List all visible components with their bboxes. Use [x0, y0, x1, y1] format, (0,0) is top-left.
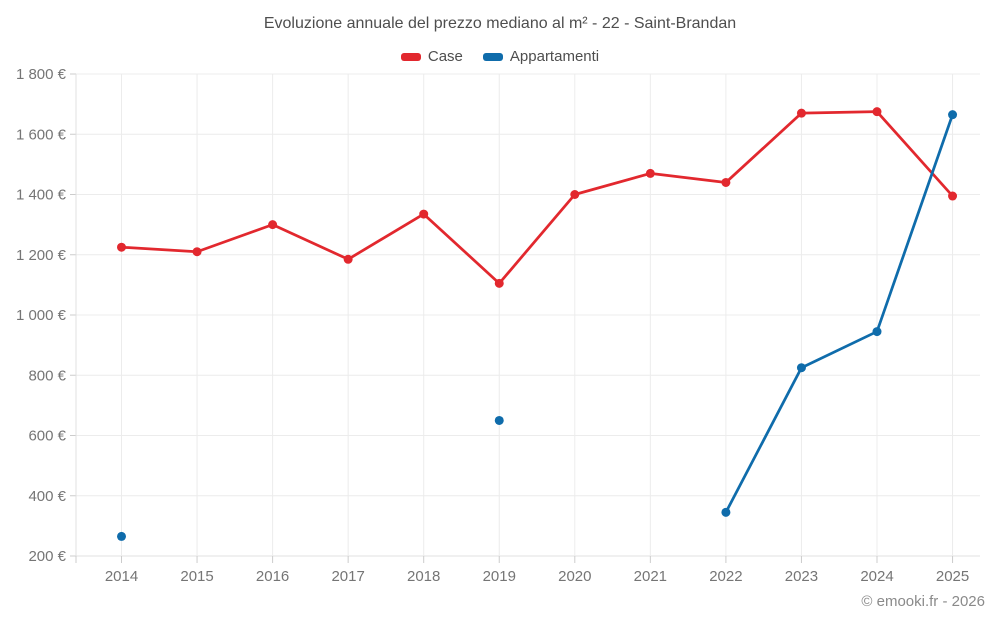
legend-item-appartamenti[interactable]: Appartamenti: [482, 48, 600, 65]
x-axis-label: 2020: [558, 568, 591, 585]
case-line-segment: [800, 110, 879, 115]
case-data-point[interactable]: [872, 107, 882, 117]
y-axis-label: 1 400 €: [16, 187, 67, 204]
x-axis-label: 2016: [256, 568, 289, 585]
case-data-point[interactable]: [796, 108, 806, 118]
appartamenti-line-segment: [800, 330, 879, 370]
y-axis-label: 600 €: [28, 428, 66, 445]
case-line-segment: [497, 193, 577, 285]
appartamenti-data-point[interactable]: [872, 327, 882, 337]
chart-title: Evoluzione annuale del prezzo mediano al…: [263, 15, 737, 32]
case-data-point[interactable]: [268, 220, 278, 230]
case-line-segment: [195, 223, 274, 254]
appartamenti-line-segment: [875, 113, 954, 333]
case-data-point[interactable]: [419, 209, 429, 219]
appartamenti-legend-swatch-icon: [482, 52, 503, 61]
case-data-point[interactable]: [721, 177, 731, 187]
appartamenti-data-point[interactable]: [948, 110, 958, 120]
x-axis-label: 2017: [331, 568, 364, 585]
x-axis-label: 2015: [180, 568, 213, 585]
case-line-segment: [573, 172, 652, 196]
case-line-segment: [648, 172, 728, 184]
case-data-point[interactable]: [570, 190, 580, 199]
case-line-segment: [120, 245, 199, 254]
x-axis-label: 2019: [483, 568, 516, 585]
case-line-segment: [422, 212, 501, 285]
y-axis-label: 1 800 €: [16, 66, 67, 83]
x-axis-label: 2018: [407, 568, 440, 585]
case-line-segment: [271, 223, 350, 261]
appartamenti-data-point[interactable]: [494, 415, 504, 425]
case-line-segment: [875, 110, 954, 198]
case-legend-swatch-icon: [400, 52, 421, 61]
appartamenti-data-point[interactable]: [721, 507, 731, 517]
legend-item-label: Appartamenti: [509, 48, 600, 65]
legend-item-case[interactable]: Case: [400, 48, 463, 65]
case-data-point[interactable]: [192, 247, 202, 257]
appartamenti-data-point[interactable]: [796, 363, 806, 373]
y-axis-label: 1 600 €: [16, 126, 67, 143]
y-axis-label: 200 €: [28, 548, 66, 565]
case-line-segment: [346, 212, 426, 261]
y-axis-label: 1 200 €: [16, 247, 67, 264]
y-axis-label: 800 €: [28, 367, 66, 384]
attribution-text: © emooki.fr - 2026: [861, 593, 985, 610]
appartamenti-data-point[interactable]: [117, 531, 126, 541]
x-axis-label: 2024: [860, 568, 893, 585]
y-axis-label: 1 000 €: [16, 307, 67, 324]
appartamenti-line-segment: [724, 366, 803, 514]
case-data-point[interactable]: [948, 191, 958, 201]
case-data-point[interactable]: [117, 242, 126, 252]
case-data-point[interactable]: [645, 168, 655, 178]
x-axis-label: 2025: [936, 568, 969, 585]
y-axis-label: 400 €: [28, 488, 66, 505]
case-data-point[interactable]: [494, 278, 504, 288]
case-line-segment: [724, 111, 803, 184]
chart-legend: Case Appartamenti: [0, 48, 1000, 65]
x-axis-label: 2014: [105, 568, 138, 585]
x-axis-label: 2021: [634, 568, 667, 585]
legend-item-label: Case: [427, 48, 463, 65]
case-data-point[interactable]: [343, 254, 353, 264]
x-axis-label: 2023: [785, 568, 818, 585]
x-axis-label: 2022: [709, 568, 742, 585]
